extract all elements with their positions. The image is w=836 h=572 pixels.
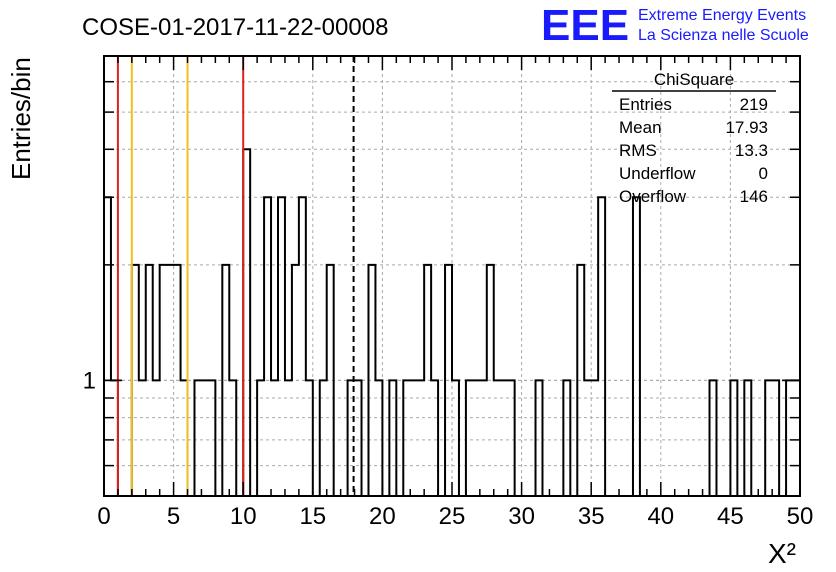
histogram-bin <box>424 265 431 496</box>
y-axis-label: Entries/bin <box>6 57 36 180</box>
stats-value-rms: 13.3 <box>735 141 768 160</box>
histogram-bin <box>264 197 271 496</box>
histogram-bin <box>292 265 299 496</box>
histogram-bin <box>536 380 543 496</box>
histogram-bin <box>466 380 473 496</box>
histogram-bin <box>563 380 570 496</box>
histogram-bin <box>194 380 201 496</box>
histogram-bin <box>271 380 278 496</box>
histogram-bin <box>772 380 779 496</box>
histogram-bin <box>278 197 285 496</box>
histogram-bin <box>584 380 591 496</box>
histogram-bin <box>355 380 362 496</box>
histogram-bin <box>167 265 174 496</box>
x-tick-label: 25 <box>439 503 466 530</box>
histogram-bin <box>320 380 327 496</box>
x-tick-label: 5 <box>167 503 180 530</box>
histogram-bin <box>389 380 396 496</box>
stats-label-mean: Mean <box>619 118 662 137</box>
stats-box: ChiSquare Entries 219 Mean 17.93 RMS 13.… <box>612 70 776 206</box>
histogram-bin <box>160 265 167 496</box>
histogram-bin <box>480 380 487 496</box>
histogram-bin <box>403 380 410 496</box>
histogram-bin <box>633 197 640 496</box>
histogram-bin <box>285 380 292 496</box>
eee-logo-line1: Extreme Energy Events <box>638 7 806 24</box>
histogram-bin <box>473 380 480 496</box>
eee-logo-mark: EEE <box>541 1 629 50</box>
y-tick-label: 1 <box>83 367 96 394</box>
histogram-bin <box>508 380 515 496</box>
histogram-bin <box>501 380 508 496</box>
histogram-bin <box>201 380 208 496</box>
histogram-bin <box>710 380 717 496</box>
stats-label-entries: Entries <box>619 95 672 114</box>
stats-value-overflow: 146 <box>740 187 768 206</box>
histogram-bin <box>577 265 584 496</box>
x-tick-label: 15 <box>299 503 326 530</box>
histogram-bin <box>598 197 605 496</box>
stats-label-rms: RMS <box>619 141 657 160</box>
histogram-bin <box>243 149 250 496</box>
histogram-bin <box>452 380 459 496</box>
histogram-bin <box>744 380 751 496</box>
stats-label-underflow: Underflow <box>619 164 696 183</box>
histogram-bin <box>431 380 438 496</box>
stats-value-mean: 17.93 <box>725 118 768 137</box>
histogram-bin <box>222 265 229 496</box>
histogram-bin <box>257 380 264 496</box>
histogram-bin <box>487 265 494 496</box>
histogram-bin <box>417 380 424 496</box>
histogram-bin <box>730 380 737 496</box>
histogram-bin <box>591 380 598 496</box>
histogram-bin <box>146 265 153 496</box>
histogram-bin <box>208 380 215 496</box>
histogram-bin <box>327 265 334 496</box>
histogram-bin <box>306 380 313 496</box>
reference-lines <box>116 56 355 496</box>
histogram-bin <box>368 265 375 496</box>
histogram-bin <box>445 265 452 496</box>
x-tick-label: 45 <box>717 503 744 530</box>
histogram-bin <box>174 265 181 496</box>
x-tick-label: 30 <box>508 503 535 530</box>
x-tick-label: 40 <box>647 503 674 530</box>
stats-value-underflow: 0 <box>759 164 768 183</box>
eee-logo: EEE Extreme Energy Events La Scienza nel… <box>541 1 809 50</box>
histogram-bin <box>153 380 160 496</box>
x-tick-label: 10 <box>230 503 257 530</box>
x-axis-label: X² <box>768 538 796 569</box>
histogram-bin <box>132 265 139 496</box>
stats-title: ChiSquare <box>654 70 734 89</box>
stats-value-entries: 219 <box>740 95 768 114</box>
histogram-bin <box>375 380 382 496</box>
eee-logo-line2: La Scienza nelle Scuole <box>638 27 809 44</box>
run-title: COSE-01-2017-11-22-00008 <box>82 14 388 41</box>
histogram-bin <box>229 380 236 496</box>
x-tick-label: 20 <box>369 503 396 530</box>
stats-label-overflow: Overflow <box>619 187 687 206</box>
axes: 0 5 10 15 20 25 30 35 40 45 50 1 <box>83 55 814 530</box>
histogram-bin <box>181 380 188 496</box>
x-tick-label: 0 <box>97 503 110 530</box>
histogram-bin <box>299 197 306 496</box>
histogram-bin <box>410 380 417 496</box>
x-tick-label: 35 <box>578 503 605 530</box>
histogram-bin <box>104 197 111 496</box>
histogram-bin <box>765 380 772 496</box>
histogram-bin <box>139 380 146 496</box>
histogram-bin <box>494 380 501 496</box>
x-tick-label: 50 <box>787 503 814 530</box>
